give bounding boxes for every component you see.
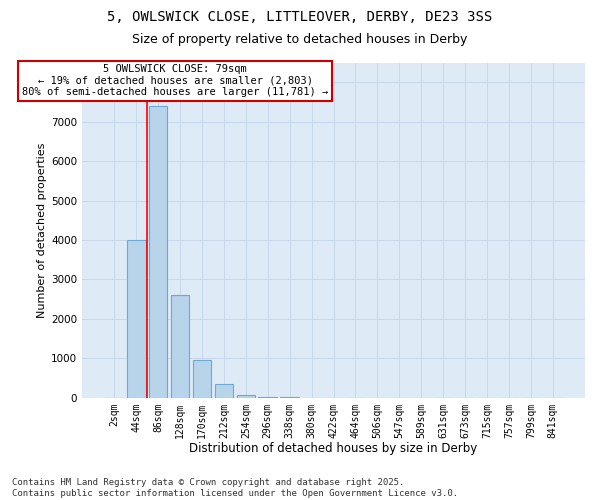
Text: 5, OWLSWICK CLOSE, LITTLEOVER, DERBY, DE23 3SS: 5, OWLSWICK CLOSE, LITTLEOVER, DERBY, DE… — [107, 10, 493, 24]
Bar — [171, 295, 190, 398]
Bar — [127, 240, 146, 398]
Text: Size of property relative to detached houses in Derby: Size of property relative to detached ho… — [133, 32, 467, 46]
Text: Contains HM Land Registry data © Crown copyright and database right 2025.
Contai: Contains HM Land Registry data © Crown c… — [12, 478, 458, 498]
Text: 5 OWLSWICK CLOSE: 79sqm
← 19% of detached houses are smaller (2,803)
80% of semi: 5 OWLSWICK CLOSE: 79sqm ← 19% of detache… — [22, 64, 328, 98]
Bar — [259, 396, 277, 398]
Y-axis label: Number of detached properties: Number of detached properties — [37, 142, 47, 318]
Bar — [236, 394, 255, 398]
Bar — [280, 397, 299, 398]
Bar — [149, 106, 167, 398]
Bar — [193, 360, 211, 398]
X-axis label: Distribution of detached houses by size in Derby: Distribution of detached houses by size … — [190, 442, 478, 455]
Bar — [215, 384, 233, 398]
